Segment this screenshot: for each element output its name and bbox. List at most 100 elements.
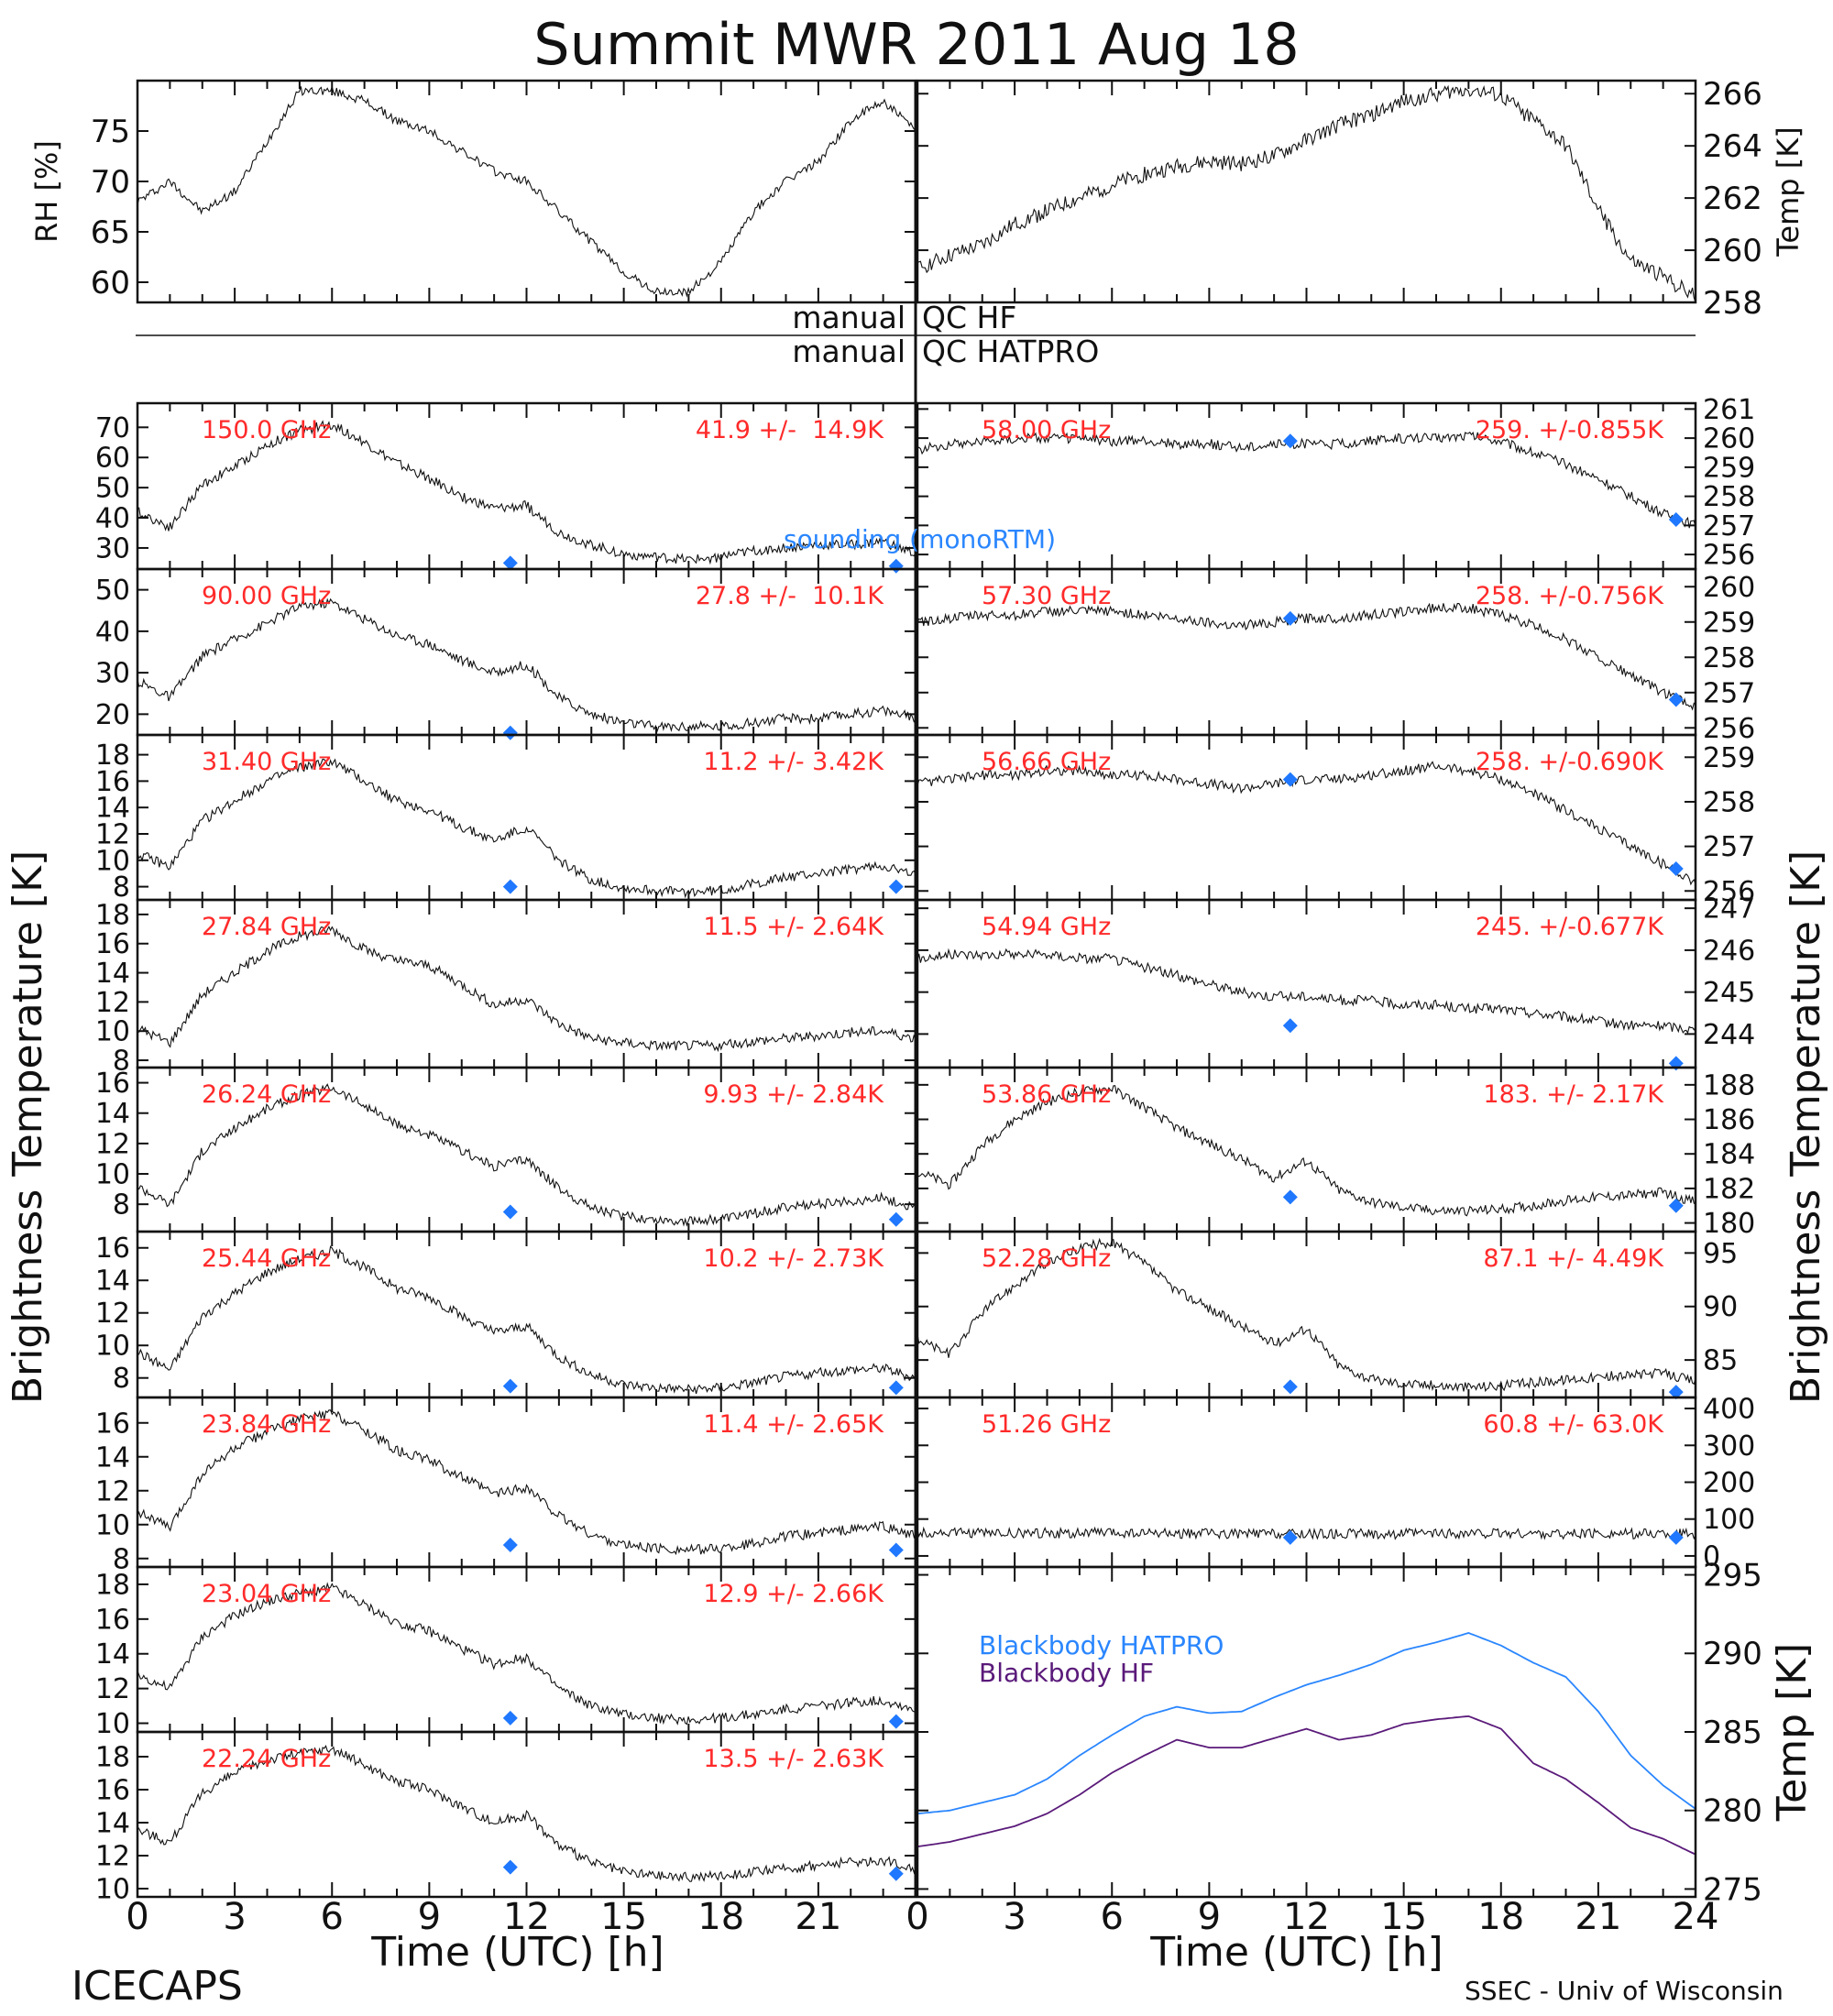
y-tick-label: 8 [113, 1363, 130, 1395]
series-line [137, 758, 916, 899]
channel-frequency-label: 26.24 GHz [202, 1080, 331, 1109]
y-tick-label: 14 [95, 958, 130, 990]
y-tick-label: 275 [1703, 1871, 1762, 1908]
y-tick-label: 30 [95, 532, 130, 564]
sounding-marker [502, 1710, 518, 1726]
y-tick-label: 295 [1703, 1557, 1762, 1594]
y-tick-label: 8 [113, 1046, 130, 1078]
y-tick-label: 0 [1703, 1540, 1720, 1572]
channel-stat-label: 245. +/-0.677K [1476, 913, 1664, 941]
series-line [916, 1085, 1696, 1217]
sounding-marker [502, 1378, 518, 1394]
x-tick-label-left: 21 [795, 1896, 841, 1938]
y-tick-label: 14 [95, 1265, 130, 1298]
sounding-marker [888, 1542, 904, 1558]
y-tick-label: 18 [95, 740, 130, 772]
panel-13: 256 257 258 259 56.66 GHz 258. +/-0.690K [916, 733, 1755, 908]
y-tick-label: 8 [113, 1543, 130, 1575]
left-y-axis-label: Brightness Temperature [K] [5, 850, 51, 1404]
y-tick-label: 60 [91, 265, 130, 301]
y-tick-label: 258 [1703, 642, 1755, 674]
channel-stat-label: 258. +/-0.690K [1476, 748, 1664, 776]
channel-frequency-label: 56.66 GHz [982, 748, 1111, 776]
channel-stat-label: 258. +/-0.756K [1476, 582, 1664, 610]
sounding-marker [1282, 1529, 1298, 1545]
y-tick-label: 259 [1703, 742, 1755, 774]
series-line [916, 1715, 1696, 1856]
x-tick-label-left: 6 [321, 1896, 344, 1938]
sounding-marker [1668, 692, 1684, 707]
sounding-marker [1668, 1198, 1684, 1213]
y-tick-label: 262 [1703, 181, 1762, 217]
y-tick-label: 260 [1703, 572, 1755, 604]
channel-frequency-label: 27.84 GHz [202, 913, 331, 941]
y-tick-label: 12 [95, 1298, 130, 1330]
y-tick-label: 259 [1703, 452, 1755, 484]
channel-stat-label: 11.4 +/- 2.65K [703, 1410, 884, 1439]
y-tick-label: 40 [95, 616, 130, 648]
y-tick-label: 260 [1703, 423, 1755, 455]
y-tick-label: 261 [1703, 394, 1755, 426]
sounding-marker [502, 1537, 518, 1552]
channel-stat-label: 41.9 +/- 14.9K [696, 416, 884, 444]
y-tick-label: 50 [95, 473, 130, 505]
channel-stat-label: 13.5 +/- 2.63K [703, 1745, 884, 1773]
series-line [916, 84, 1696, 303]
y-tick-label: 16 [95, 1233, 130, 1265]
legend-blackbody-hatpro: Blackbody HATPRO [979, 1630, 1224, 1660]
channel-frequency-label: 57.30 GHz [982, 582, 1111, 610]
y-tick-label: 12 [95, 1841, 130, 1873]
channel-stat-label: 11.5 +/- 2.64K [703, 913, 884, 941]
y-tick-label: 258 [1703, 285, 1762, 322]
sounding-marker [502, 1859, 518, 1875]
sounding-marker [888, 1866, 904, 1881]
series-line [137, 1245, 916, 1395]
series-line [137, 597, 916, 733]
y-tick-label: 256 [1703, 713, 1755, 745]
right-x-axis-label: Time (UTC) [h] [1149, 1929, 1443, 1976]
y-tick-label: 256 [1703, 540, 1755, 572]
y-tick-label: 100 [1703, 1504, 1755, 1536]
y-tick-label: 18 [95, 1569, 130, 1601]
y-tick-label: 300 [1703, 1430, 1755, 1463]
y-tick-label: 184 [1703, 1139, 1755, 1171]
sounding-marker [1282, 772, 1298, 787]
series-line [137, 1409, 916, 1556]
series-line [137, 1083, 916, 1227]
y-tick-label: 18 [95, 1742, 130, 1774]
channel-frequency-label: 54.94 GHz [982, 913, 1111, 941]
x-tick-label-right: 9 [1198, 1896, 1221, 1938]
channel-stat-label: 11.2 +/- 3.42K [703, 748, 884, 776]
qc-hatpro-label-right: QC HATPRO [922, 334, 1099, 369]
y-tick-label: 70 [95, 412, 130, 444]
y-tick-label: 30 [95, 658, 130, 690]
channel-frequency-label: 53.86 GHz [982, 1080, 1111, 1109]
panel-0: 60 65 70 75 RH [%] [29, 79, 917, 304]
sounding-marker [1668, 1385, 1684, 1400]
x-tick-label-right: 6 [1101, 1896, 1124, 1938]
y-tick-label: 182 [1703, 1173, 1755, 1205]
legend-blackbody-hf: Blackbody HF [979, 1658, 1154, 1688]
y-tick-label: 10 [95, 1708, 130, 1740]
qc-hf-label-right: QC HF [922, 300, 1016, 335]
x-tick-label-right: 3 [1003, 1896, 1026, 1938]
y-tick-label: 90 [1703, 1291, 1738, 1323]
sounding-marker [1668, 512, 1684, 528]
panel-18: 275 280 285 290 295 Temp [K] [916, 1557, 1816, 1908]
panel-y-label: RH [%] [29, 140, 64, 243]
y-tick-label: 257 [1703, 831, 1755, 863]
y-tick-label: 14 [95, 1808, 130, 1840]
x-tick-label-left: 12 [503, 1896, 550, 1938]
y-tick-label: 247 [1703, 893, 1755, 926]
sounding-marker [1282, 1018, 1298, 1034]
footer-right: SSEC - Univ of Wisconsin [1465, 1976, 1784, 2006]
y-tick-label: 14 [95, 1441, 130, 1474]
series-line [916, 602, 1696, 711]
x-tick-label-right: 18 [1477, 1896, 1524, 1938]
y-tick-label: 60 [95, 443, 130, 475]
